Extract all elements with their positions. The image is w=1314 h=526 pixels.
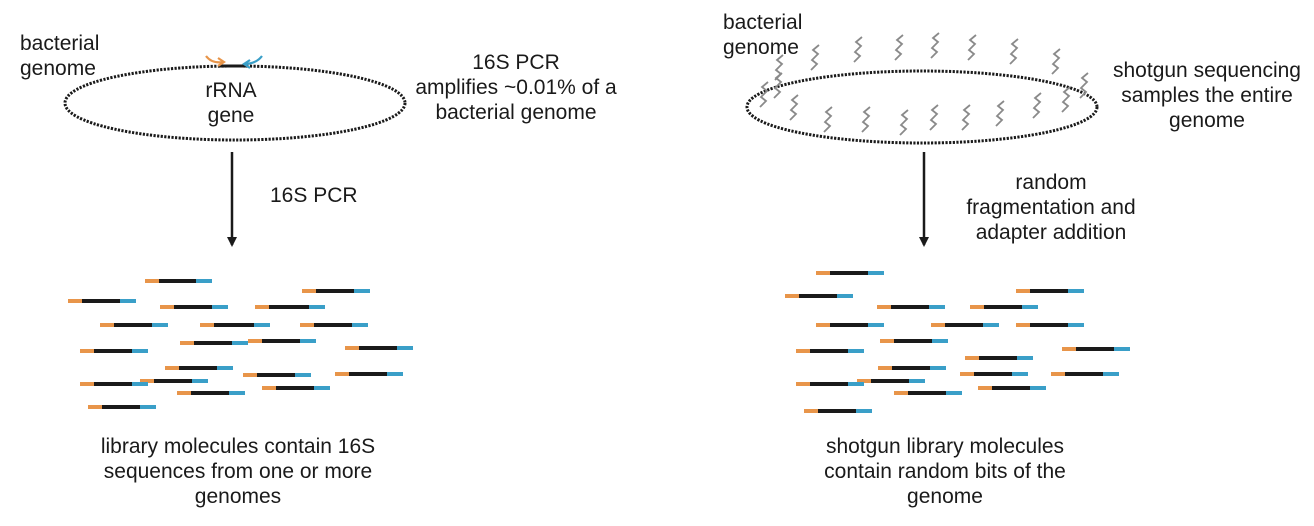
- dna-fragment-zigzag: [759, 81, 769, 108]
- right-caption-line1: shotgun library molecules: [825, 435, 1065, 458]
- right-genome-label-line2: genome: [723, 36, 799, 59]
- rrna-gene-with-primers: [205, 55, 263, 69]
- left-genome-label: bacterial genome: [20, 31, 99, 81]
- shotgun-note-line3: genome: [1169, 109, 1245, 132]
- right-caption-line2: contain random bits of the: [824, 460, 1066, 483]
- right-caption: shotgun library molecules contain random…: [790, 434, 1100, 509]
- pcr-note-line3: bacterial genome: [435, 101, 597, 124]
- left-genome-label-line2: genome: [20, 57, 96, 80]
- dna-fragment-zigzag: [823, 106, 833, 133]
- dna-fragment-zigzag: [1061, 86, 1071, 113]
- right-arrow-label-line1: random: [1015, 171, 1087, 194]
- dna-fragment-zigzag: [1032, 92, 1042, 119]
- dna-fragment-zigzag: [899, 109, 909, 136]
- dna-fragment-zigzag: [853, 36, 863, 63]
- dna-fragment-zigzag: [810, 44, 820, 71]
- right-library-molecules: [785, 271, 1130, 413]
- dna-fragment-zigzag: [995, 100, 1005, 127]
- reverse-primer-arrow: [242, 55, 263, 69]
- left-genome-label-line1: bacterial: [20, 32, 100, 55]
- right-genome-label-line1: bacterial: [723, 11, 803, 34]
- dna-fragment-zigzag: [1051, 48, 1061, 75]
- dna-fragment-zigzag: [773, 72, 783, 99]
- left-caption: library molecules contain 16S sequences …: [60, 434, 416, 509]
- dna-fragment-zigzag: [967, 34, 977, 61]
- dna-fragment-zigzag: [1009, 38, 1019, 65]
- fragment-zigzags: [759, 32, 1089, 136]
- right-arrow-label: random fragmentation and adapter additio…: [958, 170, 1144, 245]
- dna-fragment-zigzag: [961, 104, 971, 131]
- rrna-gene-label-line2: gene: [207, 104, 255, 127]
- forward-primer-arrow: [205, 55, 226, 67]
- rrna-gene-label-line1: rRNA: [205, 79, 257, 102]
- left-arrow-label-text: 16S PCR: [270, 184, 358, 207]
- right-arrow-label-line2: fragmentation and: [966, 196, 1136, 219]
- left-library-molecules: [68, 279, 413, 409]
- dna-fragment-zigzag: [930, 32, 940, 59]
- pcr-note-line2: amplifies ~0.01% of a: [415, 76, 617, 99]
- left-caption-line3: genomes: [194, 485, 282, 508]
- right-genome-label: bacterial genome: [723, 10, 802, 60]
- dna-fragment-zigzag: [1079, 72, 1089, 99]
- dna-fragment-zigzag: [861, 106, 871, 133]
- left-caption-line2: sequences from one or more: [103, 460, 373, 483]
- right-caption-line3: genome: [907, 485, 983, 508]
- dna-fragment-zigzag: [789, 94, 799, 121]
- left-caption-line1: library molecules contain 16S: [100, 435, 376, 458]
- shotgun-note: shotgun sequencing samples the entire ge…: [1100, 58, 1314, 133]
- pcr-note: 16S PCR amplifies ~0.01% of a bacterial …: [400, 50, 632, 125]
- dna-fragment-zigzag: [894, 34, 904, 61]
- left-genome-ring: [63, 64, 407, 142]
- shotgun-note-line1: shotgun sequencing: [1113, 59, 1301, 82]
- shotgun-note-line2: samples the entire: [1121, 84, 1293, 107]
- right-arrow-label-line3: adapter addition: [975, 221, 1127, 244]
- rrna-gene-label: rRNA gene: [186, 78, 276, 128]
- right-genome-ring: [745, 69, 1099, 145]
- dna-fragment-zigzag: [929, 104, 939, 131]
- left-arrow-label: 16S PCR: [270, 183, 358, 208]
- pcr-note-line1: 16S PCR: [472, 51, 560, 74]
